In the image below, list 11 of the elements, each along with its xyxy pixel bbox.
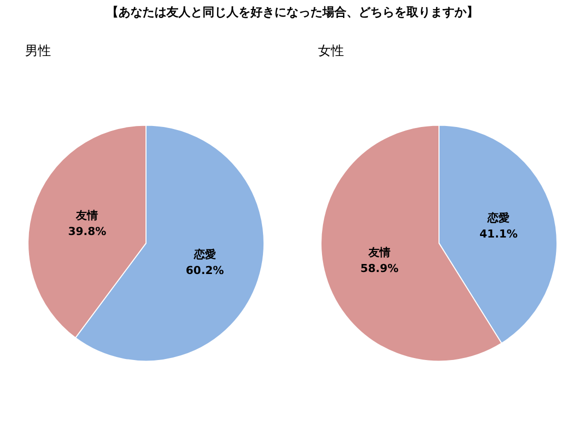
data-label: 58.9%: [360, 262, 398, 275]
data-label: 60.2%: [186, 264, 224, 278]
text: 【あなたは友人と同じ人を好きになった場合、どちらを取りますか】: [106, 4, 480, 21]
data-label: 39.8%: [68, 225, 106, 238]
data-label: 41.1%: [480, 228, 518, 241]
slice-label: 恋愛: [486, 212, 510, 225]
slice-label: 友情: [75, 209, 98, 222]
slice-label: 恋愛: [192, 248, 216, 262]
chart-title: 男性: [25, 44, 51, 59]
chart-title: 女性: [318, 44, 344, 59]
slice-label: 友情: [367, 246, 390, 259]
